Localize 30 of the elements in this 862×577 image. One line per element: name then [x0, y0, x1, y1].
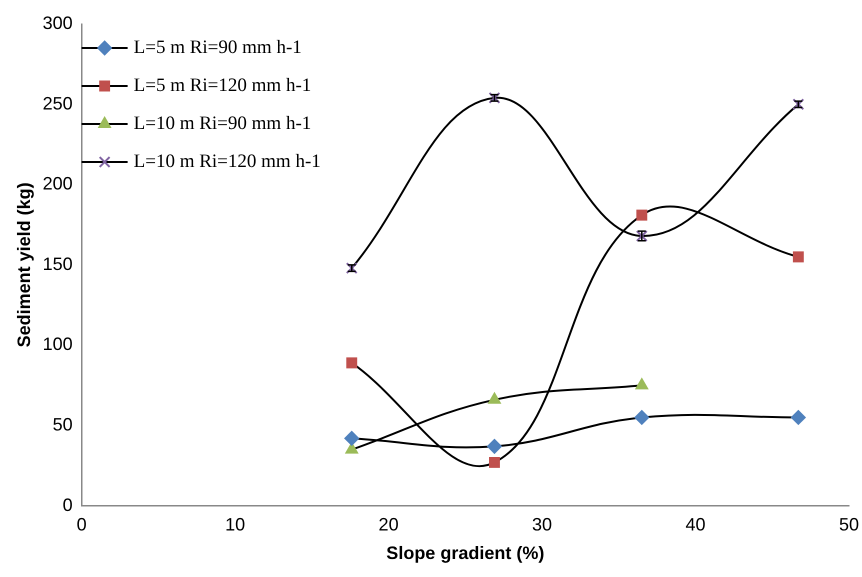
point	[636, 210, 648, 221]
legend-label: L=5 m Ri=120 mm h-1	[134, 74, 312, 96]
x-tick-label: 50	[838, 514, 860, 535]
legend-label: L=10 m Ri=120 mm h-1	[134, 150, 321, 172]
point	[346, 357, 358, 368]
x-tick-label: 40	[686, 514, 706, 535]
x-tick-label: 20	[378, 514, 399, 535]
x-tick-label: 10	[225, 514, 246, 535]
point	[345, 442, 358, 454]
point	[486, 438, 502, 454]
y-tick-label: 50	[52, 414, 73, 434]
legend-label: L=10 m Ri=90 mm h-1	[134, 112, 312, 134]
y-tick-label: 0	[62, 494, 73, 515]
y-tick-label: 150	[42, 254, 73, 274]
point	[634, 410, 650, 425]
legend-label: L=5 m Ri=90 mm h-1	[134, 36, 302, 58]
y-tick-label: 200	[42, 174, 73, 194]
x-tick-label: 0	[76, 514, 87, 535]
point	[792, 251, 804, 262]
y-axis-title: Sediment yield (kg)	[14, 182, 34, 348]
y-tick-label: 300	[42, 12, 73, 33]
point	[344, 430, 360, 446]
point	[488, 392, 502, 404]
y-tick-label: 100	[42, 334, 73, 354]
point	[790, 410, 806, 425]
y-tick-label: 250	[42, 93, 73, 114]
point	[635, 378, 648, 390]
point	[489, 456, 500, 468]
x-tick-label: 30	[532, 514, 552, 535]
x-axis-title: Slope gradient (%)	[386, 543, 544, 564]
